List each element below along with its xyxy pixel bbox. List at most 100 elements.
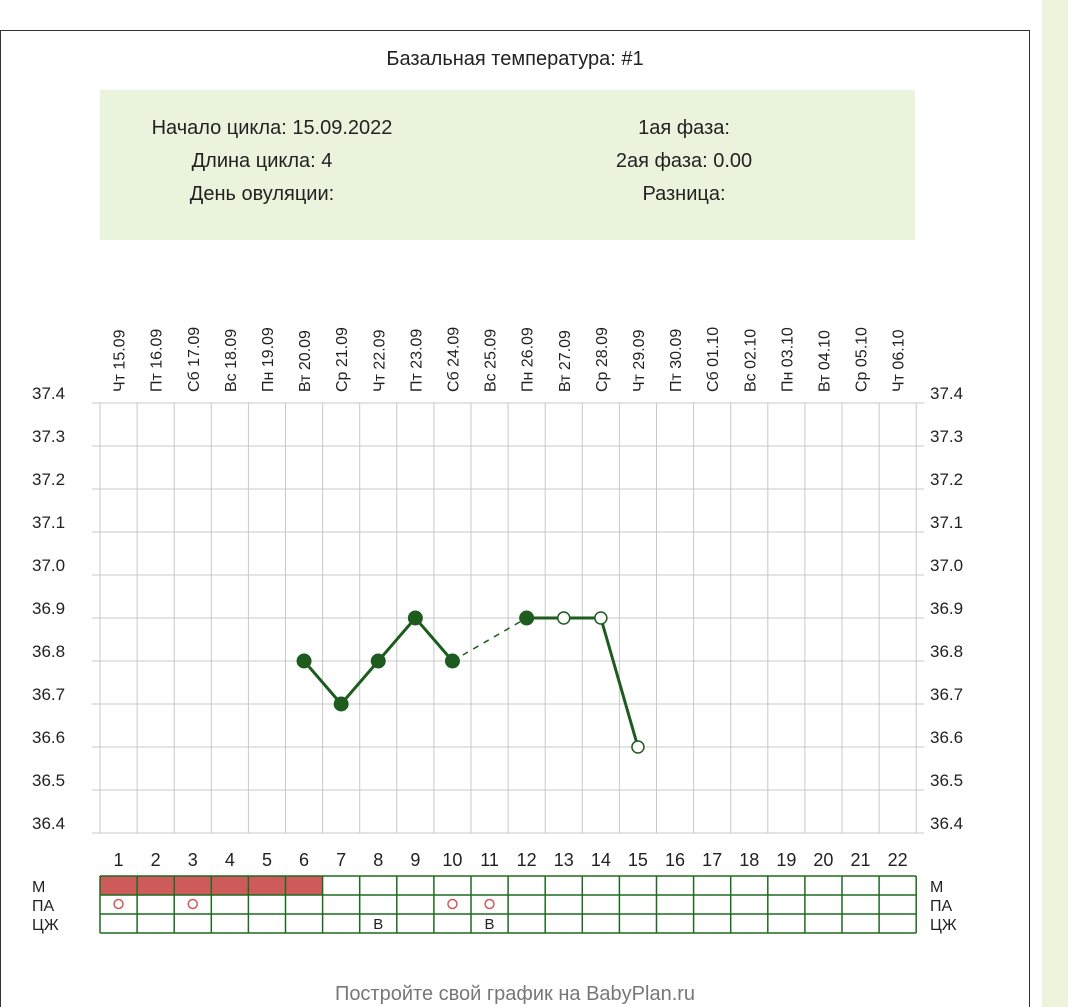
y-tick-label-right: 36.4	[930, 814, 963, 833]
temperature-series	[296, 610, 645, 754]
day-number-label: 11	[480, 850, 499, 870]
y-tick-label-right: 37.2	[930, 470, 963, 489]
row-label-right: ЦЖ	[930, 917, 957, 934]
date-label: Сб 24.09	[445, 327, 462, 392]
menstruation-cell	[137, 876, 175, 895]
y-tick-label-right: 36.6	[930, 728, 963, 747]
date-label: Пт 30.09	[668, 329, 685, 392]
date-label: Чт 15.09	[112, 329, 129, 392]
row-label-left: М	[32, 879, 45, 896]
date-label: Чт 29.09	[631, 329, 648, 392]
temperature-point	[407, 610, 423, 626]
pa-marker	[447, 898, 458, 910]
y-tick-label-right: 37.4	[930, 384, 963, 403]
y-tick-label-right: 37.1	[930, 513, 963, 532]
y-tick-label-left: 37.0	[32, 556, 65, 575]
y-tick-label-left: 36.5	[32, 771, 65, 790]
day-number-label: 10	[442, 850, 462, 870]
series-segment	[377, 617, 417, 662]
temperature-point	[370, 653, 386, 669]
y-axis-left: 37.4 37.3 37.2 37.1 37.0 36.9 36.8 36.7 36.6 36.5…	[32, 384, 65, 833]
day-number-label: 1	[114, 850, 124, 870]
date-label: Вт 20.09	[297, 330, 314, 392]
date-label: Вт 27.09	[557, 330, 574, 392]
temperature-point	[631, 740, 645, 754]
menstruation-cell	[100, 876, 138, 895]
info-cycle-start: Начало цикла: 15.09.2022	[152, 117, 393, 139]
series-segment	[414, 617, 454, 662]
day-number-label: 19	[776, 850, 796, 870]
row-label-left: ЦЖ	[32, 917, 59, 934]
date-label: Пн 26.09	[520, 327, 537, 392]
day-number-label: 13	[554, 850, 574, 870]
day-number-label: 2	[151, 850, 161, 870]
date-label: Сб 17.09	[186, 327, 203, 392]
cm-mark: В	[373, 916, 383, 933]
y-tick-label-left: 36.8	[32, 642, 65, 661]
sidebar-strip	[1042, 0, 1068, 1007]
temperature-point	[444, 653, 460, 669]
y-tick-label-left: 36.4	[32, 814, 65, 833]
y-tick-label-left: 36.6	[32, 728, 65, 747]
row-label-right: М	[930, 879, 943, 896]
date-label: Ср 28.09	[594, 327, 611, 392]
pa-marker	[484, 898, 495, 910]
y-tick-label-left: 37.1	[32, 513, 65, 532]
menstruation-cell	[285, 876, 323, 895]
row-label-left: ПА	[32, 898, 55, 915]
info-phase1: 1ая фаза:	[638, 117, 730, 139]
series-segment	[599, 617, 640, 748]
day-number-label: 14	[591, 850, 611, 870]
temperature-point	[594, 611, 608, 625]
y-tick-label-right: 37.0	[930, 556, 963, 575]
y-tick-label-right: 36.8	[930, 642, 963, 661]
day-number-label: 12	[517, 850, 537, 870]
date-label: Вс 18.09	[223, 329, 240, 392]
menstruation-cell	[248, 876, 286, 895]
day-number-label: 22	[888, 850, 908, 870]
pa-marker	[113, 898, 124, 910]
series-segment	[340, 660, 380, 705]
temperature-point	[557, 611, 571, 625]
chart-title: Базальная температура: #1	[386, 48, 643, 70]
bbt-chart: Базальная температура: #1 Начало цикла: …	[0, 30, 1030, 1007]
plot-grid	[92, 402, 925, 834]
temperature-point	[296, 653, 312, 669]
date-label: Ср 21.09	[334, 327, 351, 392]
day-number-label: 20	[813, 850, 833, 870]
info-phase2: 2ая фаза: 0.00	[616, 150, 752, 172]
date-label: Чт 06.10	[891, 329, 908, 392]
y-tick-label-right: 36.9	[930, 599, 963, 618]
row-label-right: ПА	[930, 898, 953, 915]
date-label: Чт 22.09	[371, 329, 388, 392]
day-number-label: 8	[373, 850, 383, 870]
series-segment	[452, 617, 528, 662]
y-tick-label-left: 36.7	[32, 685, 65, 704]
y-tick-label-left: 37.3	[32, 427, 65, 446]
day-number-label: 4	[225, 850, 235, 870]
y-tick-label-left: 37.4	[32, 384, 65, 403]
footer-link[interactable]: Постройте свой график на BabyPlan.ru	[335, 983, 695, 1005]
date-labels: Чт 15.09 Пт 16.09 Сб 17.09 Вс 18.09 Пн 19.09…	[112, 327, 908, 392]
y-axis-right: 37.4 37.3 37.2 37.1 37.0 36.9 36.8 36.7 36.6 36.5…	[930, 384, 963, 833]
info-ovulation-day: День овуляции:	[190, 183, 334, 205]
y-tick-label-right: 36.5	[930, 771, 963, 790]
y-tick-label-right: 36.7	[930, 685, 963, 704]
day-number-label: 21	[851, 850, 871, 870]
tracking-rows: М М ПА ПА ЦЖ ЦЖ В В	[32, 875, 957, 934]
date-label: Вс 02.10	[742, 329, 759, 392]
info-difference: Разница:	[642, 183, 725, 205]
y-tick-label-right: 37.3	[930, 427, 963, 446]
series-segment	[302, 660, 343, 705]
day-number-label: 15	[628, 850, 648, 870]
day-number-label: 17	[702, 850, 722, 870]
date-label: Вт 04.10	[816, 330, 833, 392]
info-box	[100, 90, 915, 240]
day-number-label: 5	[262, 850, 272, 870]
temperature-point	[333, 696, 349, 712]
date-label: Пн 19.09	[260, 327, 277, 392]
y-tick-label-left: 37.2	[32, 470, 65, 489]
date-label: Пн 03.10	[779, 327, 796, 392]
day-number-labels: 1 2 3 4 5 6 7 8 9 10 11 12 13 14 15 16 17 18 19 20 21 22	[114, 850, 908, 870]
temperature-point	[519, 610, 535, 626]
